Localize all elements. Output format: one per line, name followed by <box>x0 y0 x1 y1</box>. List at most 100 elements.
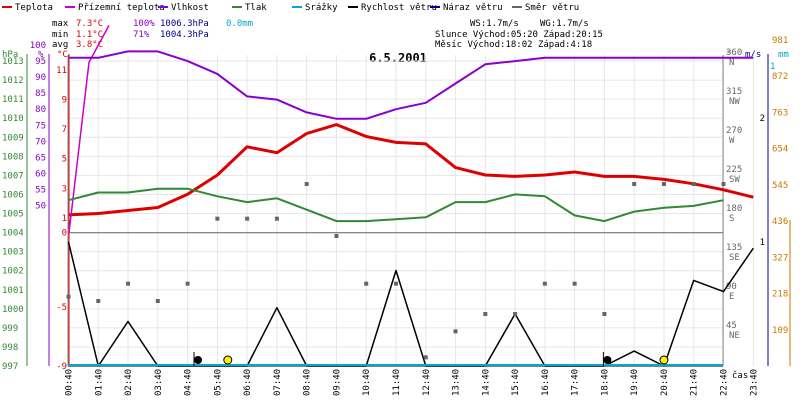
max-label: max <box>52 19 69 29</box>
x-axis-label: čas <box>732 370 748 381</box>
wind-direction-point <box>215 216 220 221</box>
wind-direction-point <box>155 299 160 303</box>
x-tick: 01:40 <box>94 369 104 396</box>
x-tick: 02:40 <box>124 369 134 396</box>
pressure-tick: 998 <box>2 343 18 353</box>
wind-direction-point <box>423 355 428 360</box>
pressure-tick: 997 <box>2 362 18 372</box>
x-tick: 21:40 <box>690 369 700 396</box>
pressure-tick: 1006 <box>2 190 24 200</box>
x-tick: 00:40 <box>65 369 75 396</box>
wind-direction-point <box>245 216 250 221</box>
x-tick: 22:40 <box>720 369 730 396</box>
direction-axis-title: ° <box>726 50 731 60</box>
humidity-axis-title: % <box>38 50 44 60</box>
legend-label: Rychlost větru <box>361 3 437 13</box>
x-tick: 15:40 <box>511 369 521 396</box>
temperature-tick: 0 <box>62 229 67 239</box>
pressure-tick: 1002 <box>2 267 24 277</box>
wind-direction-point <box>126 281 131 286</box>
humidity-tick: 50 <box>35 202 46 212</box>
precip-scale-tick: 109 <box>772 326 788 336</box>
direction-tick: W <box>729 136 735 146</box>
wind-direction-point <box>483 312 488 316</box>
legend-label: Teplota <box>15 3 53 13</box>
direction-tick: 90 <box>726 282 737 292</box>
marker-dot <box>194 356 203 364</box>
x-tick: 14:40 <box>481 369 491 396</box>
precip-scale-tick: 327 <box>772 253 788 263</box>
humidity-tick: 95 <box>35 57 46 67</box>
marker-dot <box>603 356 612 364</box>
wind-direction-point <box>304 182 309 186</box>
legend-label: Přízemní teplota <box>78 3 165 13</box>
astro-info: WS:1.7m/s WG:1.7m/s Slunce Východ:05:20 … <box>435 19 603 50</box>
legend-label: Náraz větru <box>443 3 503 13</box>
wg-text: WG:1.7m/s <box>540 19 589 29</box>
humidity-tick: 60 <box>35 169 46 179</box>
x-tick: 20:40 <box>660 369 670 396</box>
summary-value: 1004.3hPa <box>160 30 209 40</box>
legend-label: Vlhkost <box>171 3 209 13</box>
x-tick: 08:40 <box>303 369 313 396</box>
direction-tick: 135 <box>726 243 742 253</box>
moon-text: Měsíc Východ:18:02 Západ:4:18 <box>435 40 592 50</box>
wind-direction-point <box>602 312 607 316</box>
x-tick: 16:40 <box>541 369 551 396</box>
pressure-tick: 1005 <box>2 210 24 220</box>
wind-direction-point <box>691 182 696 186</box>
temperature-tick: 3 <box>62 184 67 194</box>
x-tick: 13:40 <box>452 369 462 396</box>
pressure-tick: 1011 <box>2 95 24 105</box>
pressure-tick: 1001 <box>2 286 24 296</box>
x-tick: 18:40 <box>600 369 610 396</box>
direction-tick: 270 <box>726 126 742 136</box>
avg-label: avg <box>52 40 68 50</box>
direction-tick: S <box>729 214 734 224</box>
wind-direction-point <box>96 299 101 303</box>
direction-tick: NW <box>729 97 740 107</box>
direction-tick: NE <box>729 331 740 341</box>
series-line <box>68 187 724 223</box>
precip-scale-tick: 654 <box>772 145 788 155</box>
humidity-tick: 55 <box>35 185 46 195</box>
x-tick: 11:40 <box>392 369 402 396</box>
humidity-tick: 75 <box>35 121 46 131</box>
chart-title: 6.5.2001 <box>369 51 427 65</box>
wind-tick: 2 <box>760 114 765 124</box>
precip-scale-tick: 981 <box>772 36 788 46</box>
x-tick: 05:40 <box>213 369 223 396</box>
pressure-tick: 1007 <box>2 171 24 181</box>
wind-direction-point <box>542 281 547 286</box>
direction-tick: 225 <box>726 165 742 175</box>
legend-label: Srážky <box>305 3 338 13</box>
precip-scale-tick: 763 <box>772 108 788 118</box>
x-tick: 06:40 <box>243 369 253 396</box>
precip-scale-tick: 218 <box>772 290 788 300</box>
temperature-tick: 7 <box>62 125 67 135</box>
ws-text: WS:1.7m/s <box>470 19 519 29</box>
humidity-tick: 90 <box>35 73 46 83</box>
x-tick: 23:40 <box>749 369 759 396</box>
humidity-tick: 100 <box>30 41 46 51</box>
direction-tick: 180 <box>726 204 742 214</box>
min-label: min <box>52 30 68 40</box>
summary-stats: max min avg 7.3°C 100% 1006.3hPa 0.0mm 1.1°C… <box>52 19 253 50</box>
x-tick: 03:40 <box>154 369 164 396</box>
wind-direction-point <box>66 294 71 299</box>
wind-direction-point <box>513 312 518 316</box>
summary-value: 100% <box>133 19 155 29</box>
wind-axis-title: m/s <box>745 50 761 60</box>
temperature-tick: -9 <box>56 362 67 372</box>
summary-value: 7.3°C <box>76 19 103 29</box>
wind-tick: 1 <box>760 238 765 248</box>
x-tick: 10:40 <box>362 369 372 396</box>
wind-direction-point <box>274 216 279 221</box>
direction-tick: N <box>729 58 734 68</box>
humidity-tick: 65 <box>35 153 46 163</box>
wind-direction-point <box>394 281 398 286</box>
wind-direction-point <box>661 182 666 186</box>
direction-tick: 315 <box>726 87 742 97</box>
pressure-tick: 1010 <box>2 114 24 124</box>
